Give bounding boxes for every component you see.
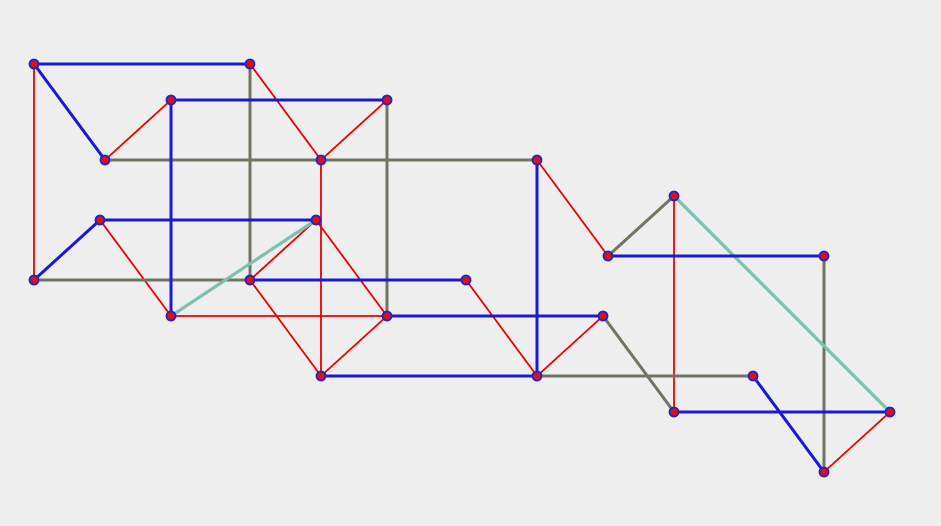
graph-node-n13[interactable] [28, 274, 40, 286]
graph-node-n9[interactable] [94, 214, 106, 226]
graph-node-n19[interactable] [315, 370, 327, 382]
edge-red-n9-n16 [99, 219, 172, 317]
graph-node-n21[interactable] [747, 370, 759, 382]
graph-node-n17[interactable] [381, 310, 393, 322]
edge-red-n7-n11 [536, 159, 609, 257]
edge-red-n10-n17 [315, 219, 388, 317]
graph-node-n7[interactable] [531, 154, 543, 166]
graph-node-n14[interactable] [244, 274, 256, 286]
graph-node-n12[interactable] [818, 250, 830, 262]
edge-red-n15-n20 [465, 279, 538, 377]
edge-olive-n11-n8 [606, 194, 676, 258]
edge-teal-n16-n10 [169, 218, 318, 318]
edge-red-n24-n23 [823, 411, 891, 473]
graph-node-n24[interactable] [818, 466, 830, 478]
graph-node-n15[interactable] [460, 274, 472, 286]
edge-red-n17-n19 [320, 315, 388, 377]
graph-node-n6[interactable] [315, 154, 327, 166]
graph-node-n5[interactable] [99, 154, 111, 166]
graph-node-n4[interactable] [381, 94, 393, 106]
edge-red-n14-n19 [249, 279, 322, 377]
graph-node-n16[interactable] [165, 310, 177, 322]
graph-node-n20[interactable] [531, 370, 543, 382]
edge-blue-n21-n24 [751, 374, 826, 474]
graph-node-n22[interactable] [668, 406, 680, 418]
edge-red-n2-n6 [249, 63, 322, 161]
node-layer [28, 58, 896, 478]
graph-node-n18[interactable] [597, 310, 609, 322]
edge-red-n10-n14 [249, 219, 317, 281]
graph-node-n11[interactable] [602, 250, 614, 262]
graph-node-n23[interactable] [884, 406, 896, 418]
edge-teal-n8-n23 [672, 194, 892, 414]
edge-red-n20-n18 [536, 315, 604, 377]
edge-blue-n1-n5 [32, 62, 107, 162]
graph-node-n10[interactable] [310, 214, 322, 226]
edge-red-n5-n3 [104, 99, 172, 161]
edge-layer [32, 62, 892, 474]
edge-olive-n18-n22 [601, 314, 676, 414]
graph-node-n3[interactable] [165, 94, 177, 106]
graph-node-n1[interactable] [28, 58, 40, 70]
edge-blue-n13-n9 [32, 218, 102, 282]
edge-red-n6-n4 [320, 99, 388, 161]
graph-node-n2[interactable] [244, 58, 256, 70]
graph-node-n8[interactable] [668, 190, 680, 202]
